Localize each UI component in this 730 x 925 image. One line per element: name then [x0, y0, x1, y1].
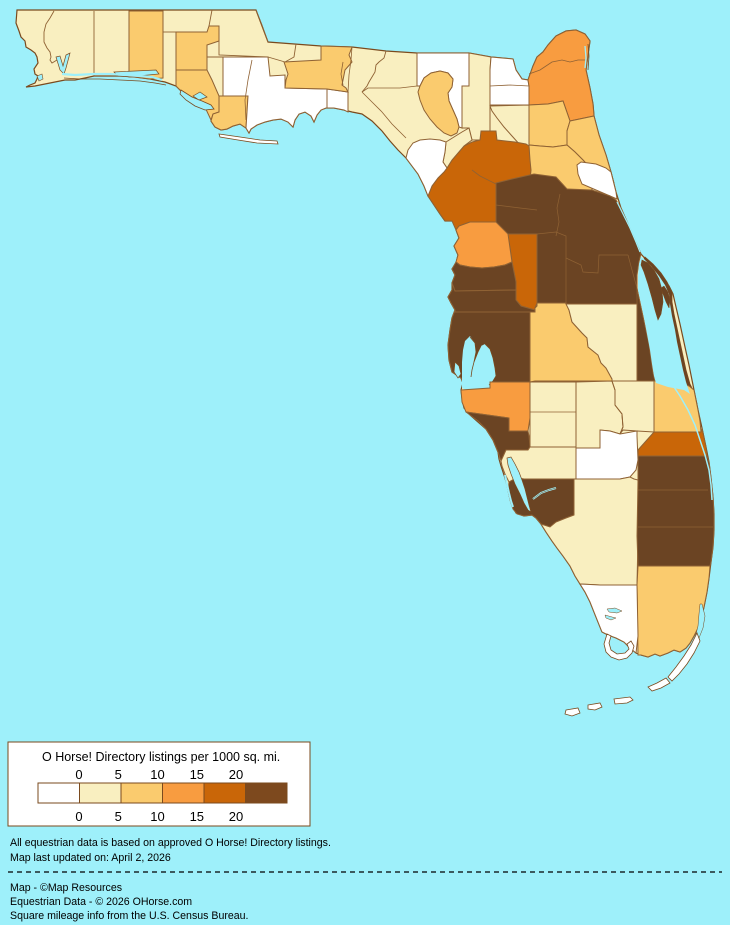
svg-text:Square mileage info from the U: Square mileage info from the U.S. Census…: [10, 910, 248, 922]
svg-text:All equestrian data is based o: All equestrian data is based on approved…: [10, 837, 331, 849]
svg-text:15: 15: [190, 767, 204, 782]
svg-text:Map last updated on: April 2,: Map last updated on: April 2, 2026: [10, 852, 171, 864]
svg-text:5: 5: [115, 767, 122, 782]
svg-text:Equestrian Data - © 2026 OHors: Equestrian Data - © 2026 OHorse.com: [10, 896, 192, 908]
svg-text:0: 0: [75, 809, 82, 824]
svg-text:20: 20: [229, 809, 243, 824]
svg-text:20: 20: [229, 767, 243, 782]
svg-text:15: 15: [190, 809, 204, 824]
svg-text:10: 10: [150, 809, 164, 824]
svg-text:0: 0: [75, 767, 82, 782]
svg-text:O Horse! Directory listings pe: O Horse! Directory listings per 1000 sq.…: [42, 750, 280, 764]
svg-text:5: 5: [115, 809, 122, 824]
svg-text:Map - ©Map Resources: Map - ©Map Resources: [10, 882, 122, 894]
svg-text:10: 10: [150, 767, 164, 782]
